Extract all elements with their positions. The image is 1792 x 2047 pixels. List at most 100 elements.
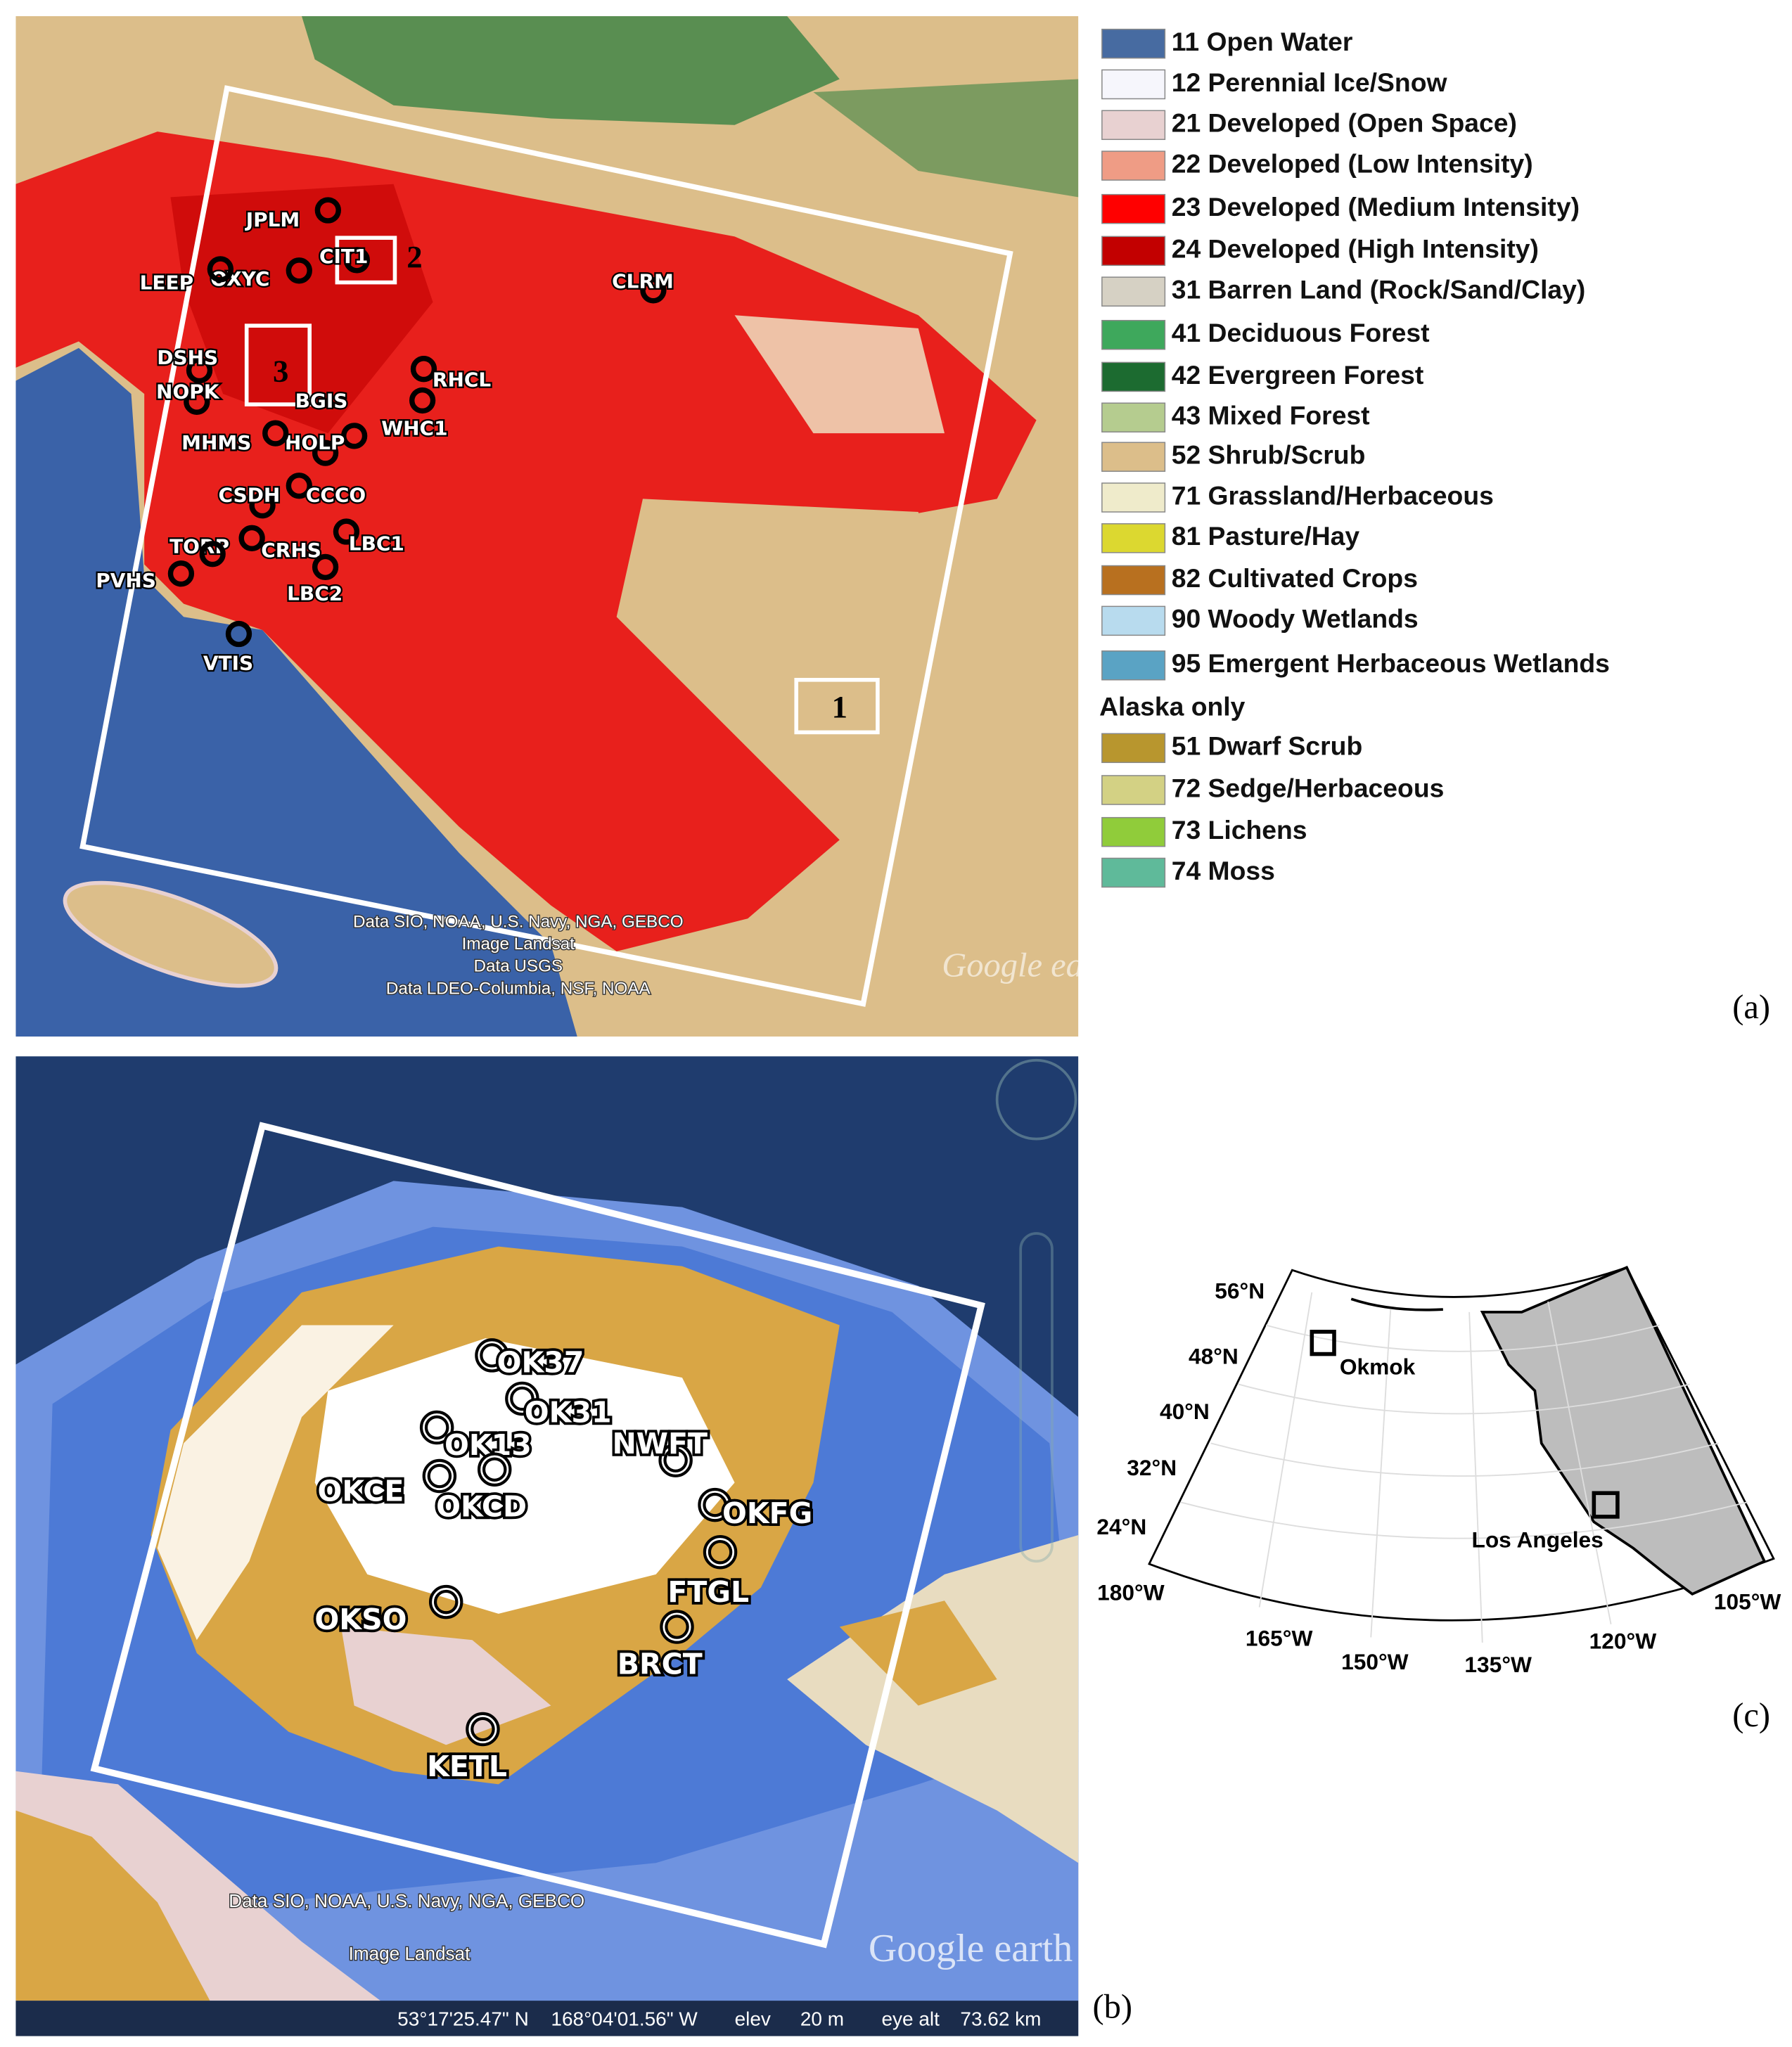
- station-label: OK37: [497, 1345, 584, 1379]
- box-1: [794, 677, 880, 735]
- panel-label: (a): [1732, 989, 1770, 1026]
- station-marker: [167, 560, 195, 587]
- station-marker-inner: [508, 1384, 537, 1413]
- station-label: OKFG: [722, 1496, 812, 1530]
- nav-zoom: [1019, 1232, 1054, 1563]
- legend-label: 51 Dwarf Scrub: [1172, 731, 1363, 761]
- veg: [340, 1626, 551, 1745]
- legend-swatch: [1101, 857, 1166, 888]
- legend-swatch: [1101, 28, 1166, 59]
- latitude-label: 48°N: [1189, 1344, 1239, 1369]
- station-marker: [286, 257, 312, 284]
- legend-swatch: [1101, 816, 1166, 847]
- status-text: elev: [735, 2008, 771, 2030]
- longitude-label: 105°W: [1714, 1589, 1781, 1614]
- latitude-label: 40°N: [1160, 1399, 1210, 1424]
- legend-swatch: [1101, 110, 1166, 141]
- station-label: LBC1: [349, 532, 404, 556]
- legend-label: 82 Cultivated Crops: [1172, 563, 1418, 593]
- station-label: FTGL: [667, 1575, 749, 1609]
- land-sw-veg: [15, 1810, 210, 2001]
- station-label: KETL: [427, 1750, 507, 1783]
- developed-high: [170, 184, 433, 434]
- station-marker: [207, 256, 234, 283]
- box-number: 3: [273, 353, 288, 388]
- place-label: Okmok: [1340, 1354, 1416, 1379]
- box-3: [244, 323, 312, 406]
- legend-label: 52 Shrub/Scrub: [1172, 440, 1366, 470]
- longitude-label: 165°W: [1246, 1626, 1313, 1651]
- legend-swatch: [1101, 319, 1166, 350]
- station-label: VTIS: [203, 651, 253, 674]
- snow: [314, 1338, 735, 1614]
- station-marker-inner: [700, 1491, 729, 1520]
- legend-heading: Alaska only: [1099, 692, 1246, 721]
- station-marker-inner: [705, 1538, 735, 1567]
- panel-label: (c): [1732, 1697, 1770, 1734]
- footprint: [90, 1122, 985, 1949]
- legend-swatch: [1101, 276, 1166, 307]
- snow: [157, 1325, 394, 1641]
- station-label: CIT1: [319, 245, 368, 268]
- station-label: OKCD: [436, 1490, 527, 1524]
- okmok-box: [1310, 1330, 1336, 1356]
- ocean: [15, 347, 577, 1037]
- station-marker: [262, 420, 289, 447]
- legend-label: 90 Woody Wetlands: [1172, 604, 1419, 634]
- station-label: BRCT: [617, 1647, 703, 1681]
- island: [63, 880, 279, 988]
- legend-swatch: [1101, 69, 1166, 100]
- legend-label: 23 Developed (Medium Intensity): [1172, 192, 1580, 222]
- station-label: LBC2: [287, 582, 343, 605]
- station-label: PVHS: [96, 569, 156, 592]
- station-marker: [340, 423, 368, 449]
- station-marker-inner: [480, 1455, 509, 1484]
- station-label: OK31: [525, 1395, 612, 1429]
- attribution: Data SIO, NOAA, U.S. Navy, NGA, GEBCO: [353, 912, 684, 931]
- legend-swatch: [1101, 361, 1166, 392]
- grassland: [734, 315, 945, 434]
- station-marker-inner: [432, 1588, 461, 1617]
- station-marker: [238, 525, 265, 551]
- station-label: OKCE: [317, 1474, 404, 1508]
- forest: [813, 79, 1079, 198]
- attribution: Image Landsat: [462, 935, 575, 954]
- station-label: DSHS: [157, 346, 218, 369]
- legend-swatch: [1101, 193, 1166, 224]
- station-label: WHC1: [381, 417, 447, 440]
- station-marker: [333, 518, 360, 545]
- longitude-label: 135°W: [1464, 1652, 1532, 1677]
- status-text: eye alt: [881, 2008, 940, 2030]
- station-label: CLRM: [612, 270, 674, 293]
- legend-swatch: [1101, 650, 1166, 681]
- legend-swatch: [1101, 402, 1166, 432]
- station-marker-inner: [478, 1341, 506, 1370]
- legend-label: 72 Sedge/Herbaceous: [1172, 773, 1445, 802]
- longitude-label: 180°W: [1097, 1579, 1165, 1605]
- station-marker-inner: [468, 1714, 497, 1744]
- station-label: NOPK: [156, 380, 220, 403]
- station-marker: [640, 277, 667, 304]
- map-c: 56°N 48°N 40°N 32°N 24°N 180°W 165°W 150°W 135°W…: [1096, 1266, 1781, 1677]
- legend-swatch: [1101, 523, 1166, 553]
- legend-label: 73 Lichens: [1172, 815, 1307, 845]
- station-label: OKSO: [314, 1603, 407, 1636]
- legend-swatch: [1101, 236, 1166, 267]
- legend-label: 71 Grassland/Herbaceous: [1172, 480, 1494, 510]
- station-marker: [186, 357, 213, 384]
- legend-label: 43 Mixed Forest: [1172, 401, 1370, 430]
- station-marker-inner: [661, 1446, 690, 1475]
- latitude-label: 32°N: [1127, 1455, 1177, 1480]
- legend-swatch: [1101, 605, 1166, 636]
- station-marker: [312, 439, 339, 466]
- status-text: 20 m: [800, 2008, 844, 2030]
- legend-label: 31 Barren Land (Rock/Sand/Clay): [1172, 275, 1586, 304]
- coast: [1350, 1297, 1443, 1311]
- legend-label: 12 Perennial Ice/Snow: [1172, 68, 1448, 97]
- legend-swatch: [1101, 733, 1166, 764]
- station-label: RHCL: [433, 368, 491, 392]
- station-marker: [312, 553, 339, 581]
